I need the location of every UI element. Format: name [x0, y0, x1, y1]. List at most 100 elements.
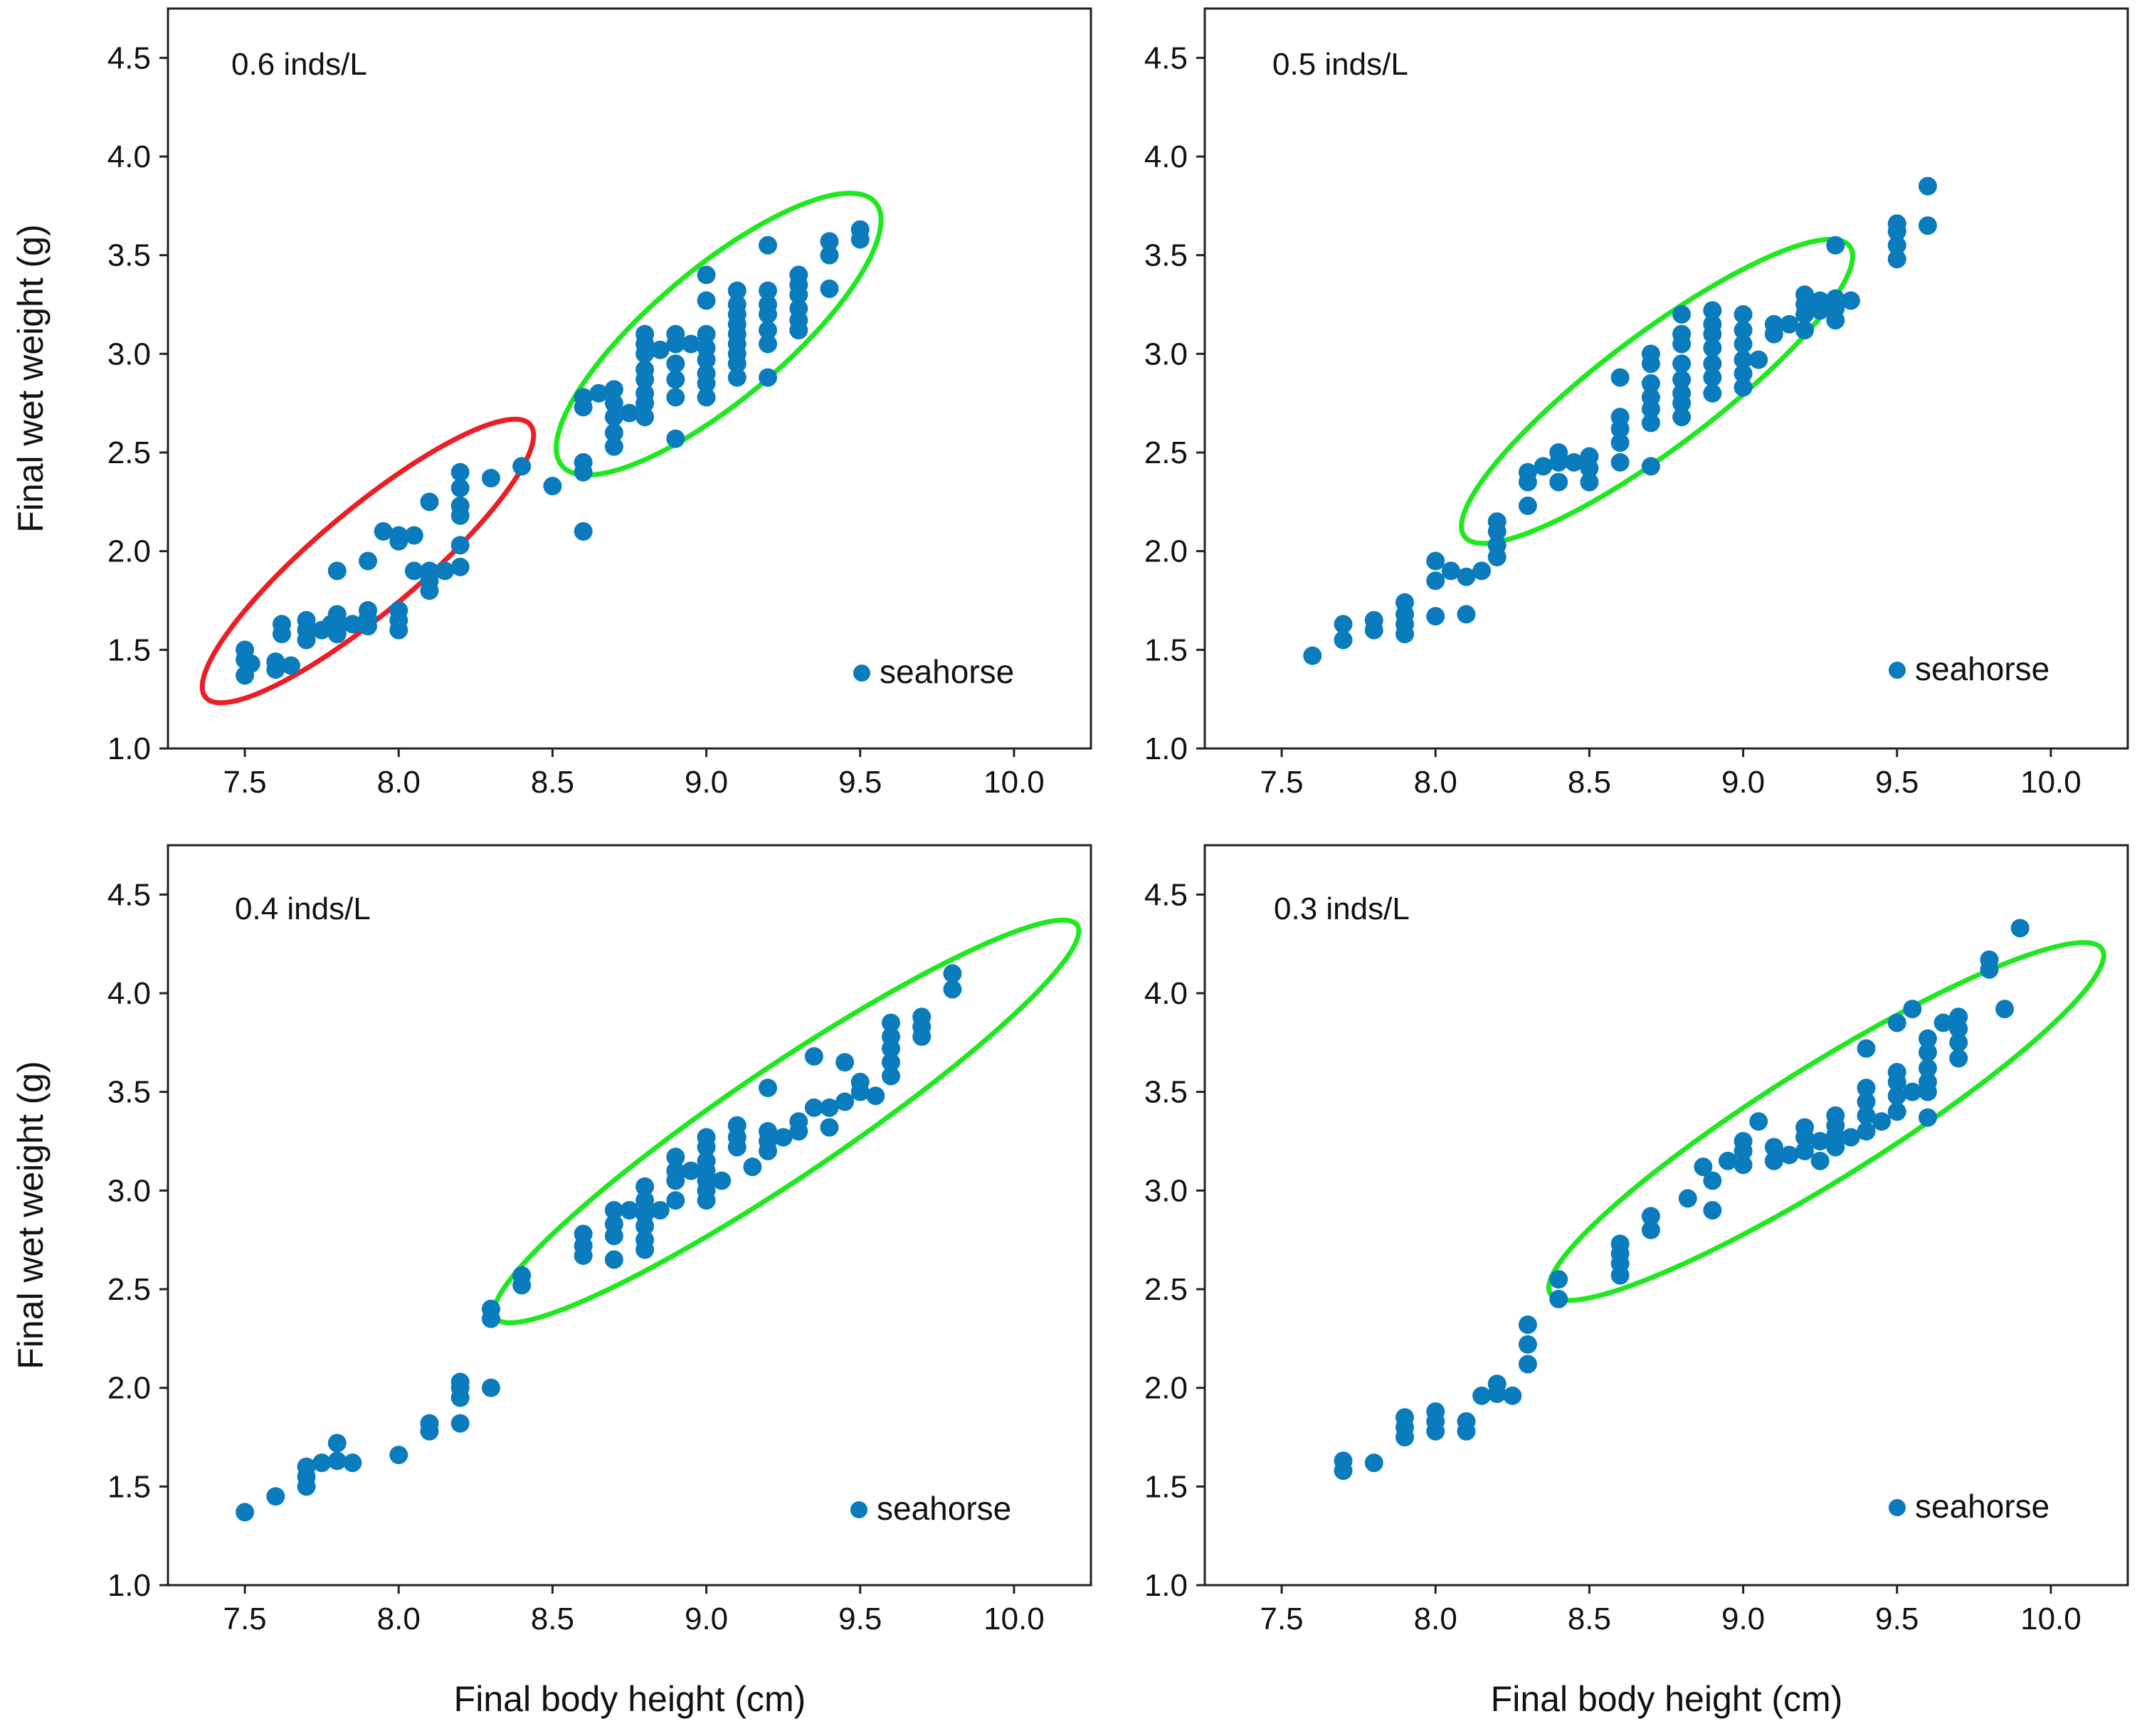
- y-tick-label: 1.0: [1144, 1568, 1188, 1603]
- data-point: [2010, 919, 2030, 938]
- data-point: [1887, 1086, 1906, 1106]
- y-tick-label: 4.5: [107, 41, 151, 75]
- data-point: [1887, 1062, 1906, 1081]
- data-point: [1918, 1108, 1937, 1127]
- data-point: [1672, 324, 1692, 344]
- data-point: [1303, 646, 1322, 665]
- data-point: [759, 281, 778, 300]
- data-point: [666, 354, 685, 374]
- data-point: [1810, 291, 1830, 310]
- x-tick-label: 7.5: [1260, 1602, 1303, 1636]
- data-point: [481, 1378, 500, 1397]
- data-point: [327, 561, 347, 581]
- x-tick-label: 7.5: [223, 765, 266, 800]
- data-point: [1795, 1118, 1815, 1137]
- data-point: [789, 1112, 808, 1131]
- x-axis-label-right: Final body height (cm): [1491, 1679, 1843, 1719]
- data-point: [1734, 378, 1753, 397]
- data-point: [1903, 1082, 1922, 1101]
- data-point: [1703, 354, 1722, 374]
- data-point: [574, 452, 593, 472]
- legend-label: seahorse: [877, 1490, 1011, 1527]
- y-tick-label: 3.5: [107, 1075, 151, 1110]
- data-point: [312, 1454, 332, 1473]
- data-point: [697, 339, 716, 358]
- data-point: [1457, 605, 1476, 624]
- x-tick-label: 9.5: [838, 1602, 882, 1636]
- data-point: [1933, 1013, 1953, 1032]
- data-point: [1672, 370, 1692, 389]
- data-point: [1610, 368, 1630, 387]
- data-point: [820, 245, 839, 265]
- data-point: [297, 610, 316, 630]
- y-tick-label: 2.5: [107, 435, 151, 470]
- panel-0-6-inds: 7.5 8.0 8.5 9.0 9.5 10.0 1.0 1.5 2.0 2.5 3.0 3.5 4.0…: [107, 7, 1092, 800]
- data-point: [1694, 1158, 1713, 1177]
- x-tick-label: 8.5: [531, 765, 574, 800]
- data-point: [1764, 314, 1783, 334]
- data-point: [1564, 452, 1583, 472]
- data-point: [1918, 1043, 1937, 1062]
- data-point: [1580, 447, 1599, 466]
- data-point: [635, 1205, 655, 1224]
- data-point: [789, 265, 808, 285]
- data-point: [650, 1201, 670, 1220]
- data-point: [1749, 1112, 1768, 1131]
- data-point: [450, 478, 470, 497]
- data-point: [404, 561, 423, 581]
- data-point: [1641, 413, 1660, 433]
- data-point: [343, 615, 362, 634]
- data-point: [850, 1072, 870, 1091]
- x-tick-label: 9.5: [1875, 765, 1919, 800]
- panel-0-5-inds: 7.5 8.0 8.5 9.0 9.5 10.0 1.0 1.5 2.0 2.5 3.0 3.5 4.0…: [1144, 7, 2129, 800]
- data-point: [1641, 457, 1660, 476]
- data-point: [1518, 1335, 1537, 1354]
- legend-label: seahorse: [880, 653, 1014, 690]
- data-point: [1518, 462, 1537, 482]
- green-cluster-ellipse: [491, 917, 1082, 1325]
- y-tick-label: 2.0: [1144, 1371, 1188, 1406]
- y-tick-label: 1.0: [1144, 731, 1188, 766]
- x-tick-label: 10.0: [2020, 765, 2081, 800]
- data-point: [635, 408, 655, 427]
- green-cluster-ellipse: [1546, 940, 2106, 1303]
- data-point: [943, 980, 962, 999]
- x-tick-label: 8.0: [1414, 765, 1457, 800]
- panel-title: 0.5 inds/L: [1272, 47, 1408, 82]
- y-tick-label: 3.0: [1144, 1173, 1188, 1208]
- y-tick-label: 3.0: [107, 337, 151, 371]
- data-point: [635, 1191, 655, 1210]
- data-point: [266, 1487, 285, 1506]
- data-point: [1795, 321, 1815, 340]
- data-point: [835, 1092, 855, 1111]
- data-point: [666, 1161, 685, 1180]
- data-point: [1734, 321, 1753, 340]
- x-tick-label: 10.0: [983, 1602, 1045, 1636]
- data-point: [1487, 536, 1507, 555]
- data-point: [1887, 235, 1906, 255]
- x-tick-label: 8.5: [531, 1602, 574, 1636]
- data-point: [1795, 1141, 1815, 1160]
- x-tick-label: 9.0: [1721, 765, 1765, 800]
- data-point: [1610, 408, 1630, 427]
- data-point: [1780, 1145, 1799, 1165]
- plot-frame: [1203, 844, 2129, 1587]
- data-point: [1364, 1454, 1383, 1473]
- data-point: [1441, 561, 1460, 581]
- panel-points: [236, 220, 870, 685]
- data-point: [1780, 314, 1799, 334]
- x-tick-label: 8.0: [377, 1602, 421, 1636]
- panel-0-4-inds: 7.5 8.0 8.5 9.0 9.5 10.0 1.0 1.5 2.0 2.5 3.0 3.5 4.0…: [107, 844, 1092, 1636]
- data-point: [604, 380, 623, 399]
- data-point: [1995, 1000, 2015, 1019]
- data-point: [281, 656, 300, 675]
- legend-marker: [1889, 662, 1906, 679]
- data-point: [327, 605, 347, 624]
- data-point: [1641, 344, 1660, 364]
- x-tick-label: 9.0: [685, 765, 728, 800]
- data-point: [666, 370, 685, 389]
- y-tick-label: 4.5: [1144, 41, 1188, 75]
- data-point: [635, 1230, 655, 1249]
- x-tick-label: 7.5: [1260, 765, 1303, 800]
